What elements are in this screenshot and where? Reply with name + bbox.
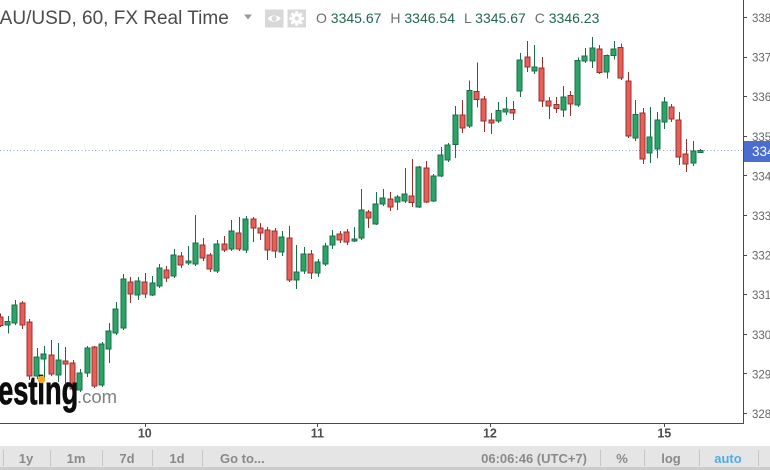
svg-text:3320.00: 3320.00: [752, 251, 770, 263]
svg-text:auto: auto: [714, 451, 742, 466]
svg-text:3350.00: 3350.00: [752, 132, 770, 144]
svg-text:12: 12: [483, 427, 497, 441]
svg-text:1y: 1y: [19, 451, 34, 466]
svg-text:3346.23: 3346.23: [752, 144, 770, 159]
svg-text:10: 10: [138, 427, 152, 441]
svg-text:3310.00: 3310.00: [752, 290, 770, 302]
svg-text:%: %: [616, 451, 628, 466]
svg-text:3360.00: 3360.00: [752, 92, 770, 104]
svg-text:Go to...: Go to...: [220, 451, 265, 466]
svg-text:06:06:46 (UTC+7): 06:06:46 (UTC+7): [481, 451, 587, 466]
svg-text:3370.00: 3370.00: [752, 53, 770, 65]
svg-text:15: 15: [657, 427, 671, 441]
svg-text:.com: .com: [77, 386, 117, 407]
svg-text:3300.00: 3300.00: [752, 330, 770, 342]
svg-text:3280.00: 3280.00: [752, 409, 770, 421]
svg-text:vesting: vesting: [0, 369, 78, 413]
svg-text:3380.00: 3380.00: [752, 13, 770, 25]
svg-text:log: log: [661, 451, 681, 466]
svg-text:1d: 1d: [169, 451, 184, 466]
svg-text:11: 11: [311, 427, 324, 441]
svg-text:3340.00: 3340.00: [752, 171, 770, 183]
svg-text:O 3345.67H 3346.54L 3345.67C 3: O 3345.67 H 3346.54 L 3345.67 C 3346.23: [316, 10, 600, 26]
svg-text:7d: 7d: [119, 451, 134, 466]
svg-text:3290.00: 3290.00: [752, 369, 770, 381]
svg-text:1m: 1m: [67, 451, 86, 466]
svg-text:XAU/USD, 60, FX Real Time: XAU/USD, 60, FX Real Time: [0, 8, 229, 29]
svg-text:3330.00: 3330.00: [752, 211, 770, 223]
